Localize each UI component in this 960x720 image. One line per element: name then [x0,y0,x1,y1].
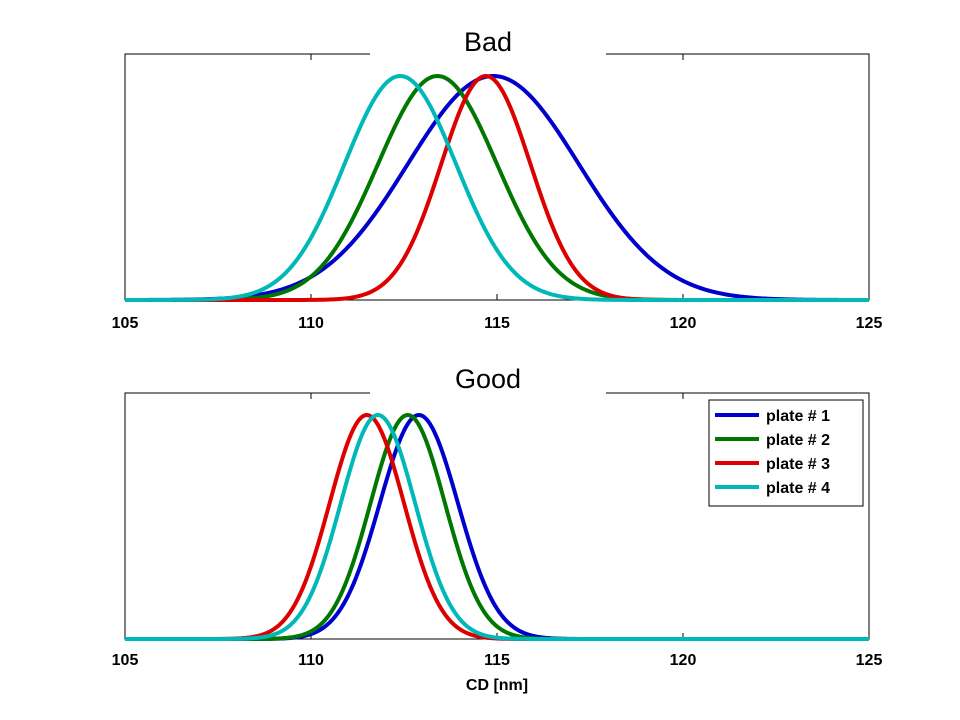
legend: plate # 1 plate # 2 plate # 3 plate # 4 [708,399,864,507]
x-tick-label: 110 [298,315,324,332]
legend-label-plate-2: plate # 2 [766,432,830,449]
legend-label-plate-4: plate # 4 [766,480,830,497]
series-line-plate-4 [124,74,870,302]
x-tick-label: 125 [856,652,883,669]
x-tick-label: 105 [112,315,139,332]
x-tick-label: 115 [484,315,510,332]
chart-title-bad: Bad [370,24,606,60]
x-tick-label: 120 [670,652,697,669]
x-tick-label: 105 [112,652,139,669]
x-axis-label: CD [nm] [466,677,528,694]
plot-bad: 105 110 115 120 125 [112,53,883,332]
x-tick-label: 125 [856,315,883,332]
x-tick-label: 110 [298,652,324,669]
legend-label-plate-1: plate # 1 [766,408,830,425]
x-tick-label: 115 [484,652,510,669]
legend-label-plate-3: plate # 3 [766,456,830,473]
x-tick-label: 120 [670,315,697,332]
series-line-plate-4 [124,413,870,641]
axes-box [124,53,870,301]
chart-title-good: Good [370,359,606,399]
